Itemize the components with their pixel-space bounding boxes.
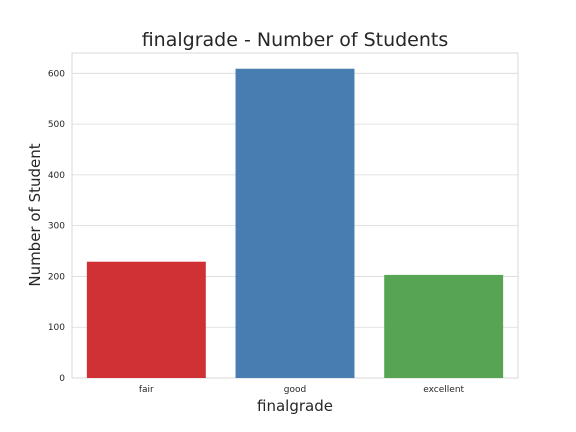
x-axis-label: finalgrade bbox=[257, 397, 333, 415]
y-axis-label: Number of Student bbox=[26, 143, 44, 286]
x-tick-label-good: good bbox=[284, 385, 306, 395]
y-tick-label: 300 bbox=[48, 222, 65, 232]
chart-title: finalgrade - Number of Students bbox=[142, 29, 449, 51]
x-tick-label-excellent: excellent bbox=[423, 385, 464, 395]
y-tick-label: 0 bbox=[59, 374, 65, 384]
bar-fair bbox=[86, 261, 206, 378]
bar-good bbox=[235, 68, 355, 378]
y-tick-label: 100 bbox=[48, 323, 65, 333]
x-tick-labels: fair good excellent bbox=[139, 385, 465, 395]
x-tick-label-fair: fair bbox=[139, 385, 154, 395]
y-tick-label: 500 bbox=[48, 120, 65, 130]
bar-excellent bbox=[384, 274, 504, 378]
bars bbox=[86, 68, 504, 378]
y-tick-label: 600 bbox=[48, 69, 65, 79]
y-tick-label: 400 bbox=[48, 171, 65, 181]
y-tick-labels: 0 100 200 300 400 500 600 bbox=[48, 69, 65, 384]
y-tick-label: 200 bbox=[48, 272, 65, 282]
